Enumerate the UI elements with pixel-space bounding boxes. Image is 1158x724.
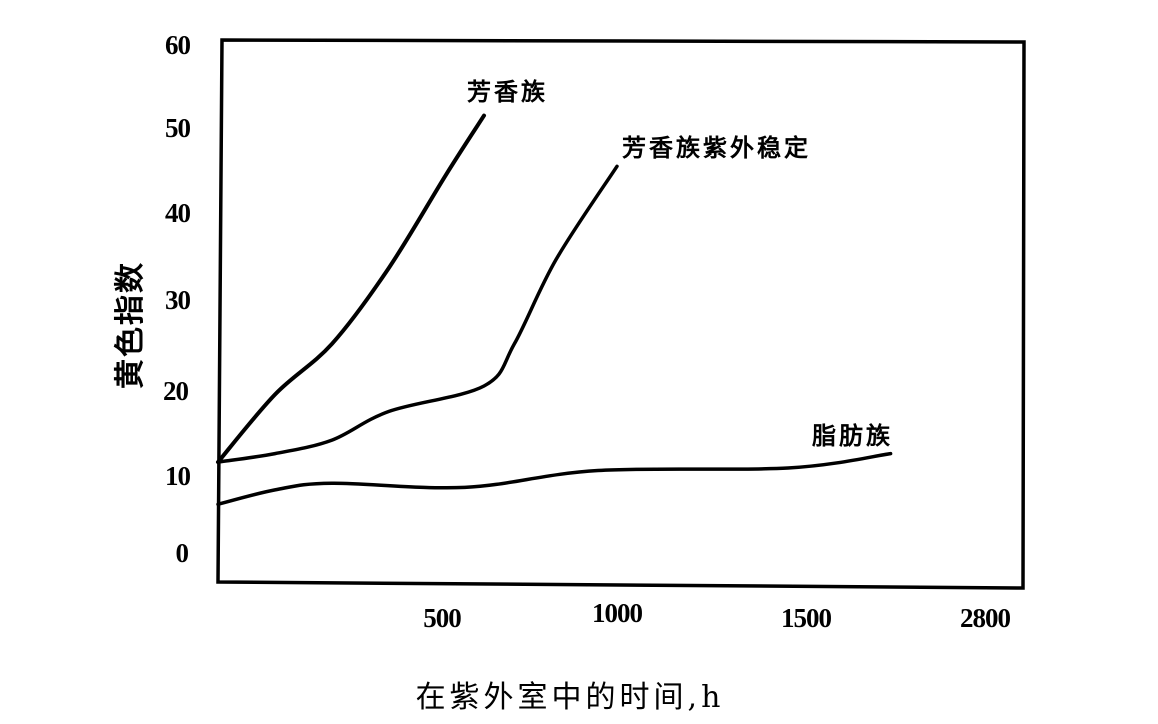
x-tick-500: 500 (423, 603, 462, 633)
series-line-aliphatic (216, 451, 893, 507)
series-line-aromatic-uv-stable (216, 164, 619, 464)
y-tick-30: 30 (165, 285, 191, 315)
x-tick-1500: 1500 (781, 603, 832, 633)
y-tick-50: 50 (165, 113, 191, 143)
y-tick-60: 60 (165, 30, 191, 60)
y-axis-label: 黄色指数 (113, 261, 148, 389)
series-label-aromatic: 芳香族 (467, 78, 548, 106)
y-tick-0: 0 (175, 538, 190, 568)
series-label-aliphatic: 脂肪族 (812, 422, 893, 450)
series-line-aromatic (216, 113, 486, 465)
x-tick-1000: 1000 (592, 598, 643, 628)
series-label-aromatic-uv: 芳香族紫外稳定 (622, 134, 811, 162)
y-tick-20: 20 (163, 376, 189, 406)
y-tick-40: 40 (165, 198, 191, 228)
y-tick-10: 10 (165, 461, 191, 491)
x-tick-2000: 2800 (960, 603, 1011, 633)
plot-frame (216, 38, 1026, 590)
x-axis-label: 在紫外室中的时间,h (415, 680, 725, 715)
